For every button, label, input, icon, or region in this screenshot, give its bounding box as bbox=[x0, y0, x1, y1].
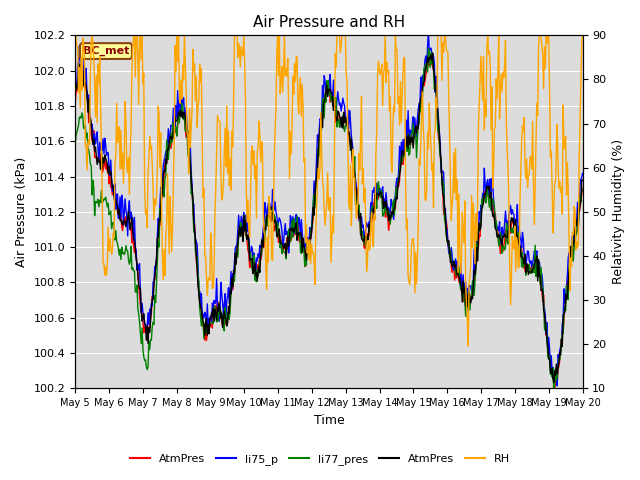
Y-axis label: Air Pressure (kPa): Air Pressure (kPa) bbox=[15, 156, 28, 267]
X-axis label: Time: Time bbox=[314, 414, 344, 427]
Title: Air Pressure and RH: Air Pressure and RH bbox=[253, 15, 405, 30]
Legend: AtmPres, li75_p, li77_pres, AtmPres, RH: AtmPres, li75_p, li77_pres, AtmPres, RH bbox=[125, 450, 515, 469]
Text: BC_met: BC_met bbox=[83, 46, 129, 56]
Y-axis label: Relativity Humidity (%): Relativity Humidity (%) bbox=[612, 139, 625, 284]
